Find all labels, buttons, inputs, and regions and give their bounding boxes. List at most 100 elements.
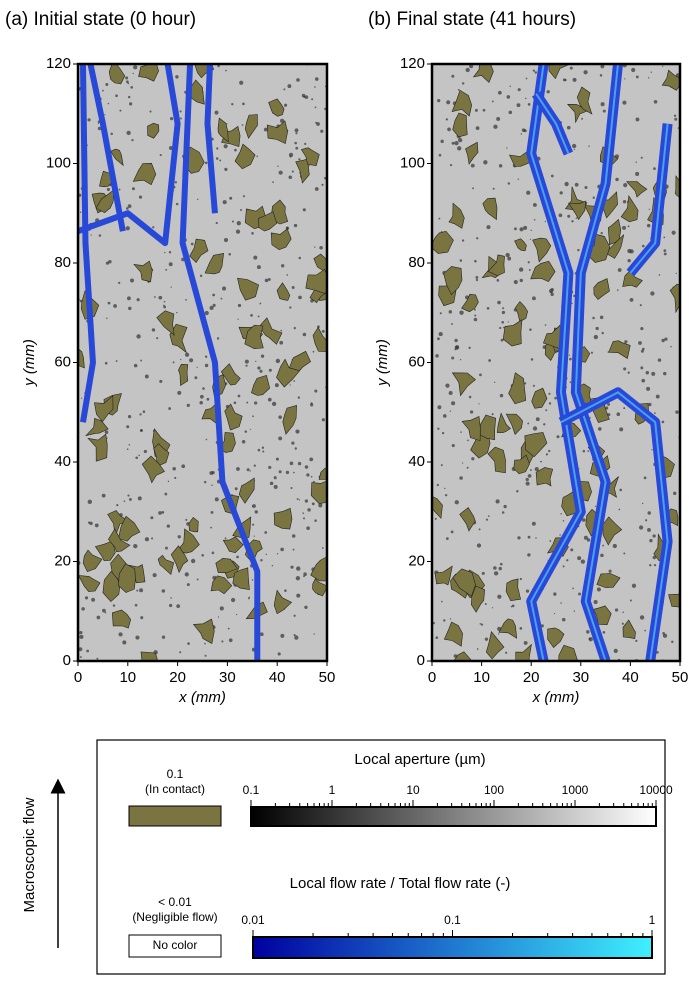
dark-spot bbox=[510, 86, 511, 87]
y-tick-label: 80 bbox=[408, 254, 425, 271]
dark-spot bbox=[452, 444, 455, 447]
dark-spot bbox=[139, 196, 142, 199]
dark-spot bbox=[554, 397, 557, 400]
dark-spot bbox=[437, 337, 440, 340]
dark-spot bbox=[441, 601, 443, 603]
dark-spot bbox=[278, 415, 282, 419]
dark-spot bbox=[294, 327, 296, 329]
dark-spot bbox=[167, 524, 170, 527]
dark-spot bbox=[298, 158, 300, 160]
dark-spot bbox=[597, 587, 601, 591]
dark-spot bbox=[533, 70, 535, 72]
dark-spot bbox=[622, 612, 624, 614]
dark-spot bbox=[236, 467, 240, 471]
dark-spot bbox=[251, 232, 254, 235]
dark-spot bbox=[205, 162, 207, 164]
dark-spot bbox=[172, 467, 176, 471]
dark-spot bbox=[437, 99, 440, 102]
aperture-map bbox=[71, 58, 334, 670]
dark-spot bbox=[478, 403, 479, 404]
dark-spot bbox=[493, 566, 497, 570]
dark-spot bbox=[238, 395, 241, 398]
dark-spot bbox=[493, 125, 497, 129]
dark-spot bbox=[446, 537, 449, 540]
aperture-map bbox=[422, 53, 690, 675]
dark-spot bbox=[623, 552, 625, 554]
dark-spot bbox=[128, 415, 131, 418]
dark-spot bbox=[487, 307, 490, 310]
dark-spot bbox=[162, 636, 165, 639]
dark-spot bbox=[236, 614, 237, 615]
dark-spot bbox=[185, 519, 187, 521]
dark-spot bbox=[303, 572, 307, 576]
dark-spot bbox=[86, 650, 89, 653]
dark-spot bbox=[659, 274, 661, 276]
dark-spot bbox=[205, 356, 207, 358]
x-tick-label: 20 bbox=[169, 669, 186, 686]
dark-spot bbox=[483, 160, 487, 164]
dark-spot bbox=[525, 98, 527, 100]
negligible-note: (Negligible flow) bbox=[132, 910, 217, 924]
dark-spot bbox=[128, 96, 130, 98]
dark-spot bbox=[440, 140, 443, 143]
dark-spot bbox=[639, 525, 643, 529]
dark-spot bbox=[127, 495, 129, 497]
dark-spot bbox=[492, 413, 494, 415]
dark-spot bbox=[247, 468, 250, 471]
dark-spot bbox=[503, 505, 506, 508]
x-tick-label: 40 bbox=[269, 669, 286, 686]
dark-spot bbox=[471, 164, 475, 168]
dark-spot bbox=[627, 259, 630, 262]
dark-spot bbox=[614, 649, 618, 653]
dark-spot bbox=[437, 405, 441, 409]
dark-spot bbox=[79, 635, 83, 639]
dark-spot bbox=[116, 504, 118, 506]
dark-spot bbox=[138, 496, 142, 500]
colorbar bbox=[253, 937, 652, 958]
dark-spot bbox=[209, 306, 213, 310]
dark-spot bbox=[439, 154, 442, 157]
dark-spot bbox=[570, 548, 573, 551]
dark-spot bbox=[553, 592, 556, 595]
dark-spot bbox=[623, 183, 627, 187]
dark-spot bbox=[497, 301, 501, 305]
dark-spot bbox=[635, 172, 639, 176]
dark-spot bbox=[108, 302, 111, 305]
dark-spot bbox=[257, 265, 261, 269]
dark-spot bbox=[305, 499, 308, 502]
y-tick-label: 20 bbox=[54, 552, 71, 569]
dark-spot bbox=[234, 401, 237, 404]
dark-spot bbox=[529, 269, 531, 271]
dark-spot bbox=[577, 249, 579, 251]
dark-spot bbox=[228, 253, 231, 256]
dark-spot bbox=[526, 590, 529, 593]
y-tick-label: 120 bbox=[400, 55, 425, 72]
flow-label: Macroscopic flow bbox=[21, 797, 38, 912]
dark-spot bbox=[493, 188, 495, 190]
panel-title: (b) Final state (41 hours) bbox=[368, 9, 576, 30]
dark-spot bbox=[296, 576, 300, 580]
dark-spot bbox=[469, 396, 472, 399]
dark-spot bbox=[450, 618, 451, 619]
dark-spot bbox=[113, 304, 117, 308]
dark-spot bbox=[252, 524, 254, 526]
dark-spot bbox=[160, 154, 162, 156]
dark-spot bbox=[87, 118, 90, 121]
dark-spot bbox=[479, 373, 482, 376]
dark-spot bbox=[509, 111, 513, 115]
dark-spot bbox=[228, 628, 230, 630]
dark-spot bbox=[269, 369, 272, 372]
dark-spot bbox=[206, 439, 208, 441]
dark-spot bbox=[161, 511, 164, 514]
dark-spot bbox=[245, 365, 247, 367]
dark-spot bbox=[439, 332, 443, 336]
dark-spot bbox=[507, 95, 511, 99]
dark-spot bbox=[264, 531, 267, 534]
dark-spot bbox=[313, 351, 315, 353]
dark-spot bbox=[576, 217, 578, 219]
x-axis-label: x (mm) bbox=[178, 689, 226, 706]
dark-spot bbox=[180, 110, 182, 112]
dark-spot bbox=[105, 83, 108, 86]
dark-spot bbox=[630, 298, 634, 302]
dark-spot bbox=[169, 604, 172, 607]
